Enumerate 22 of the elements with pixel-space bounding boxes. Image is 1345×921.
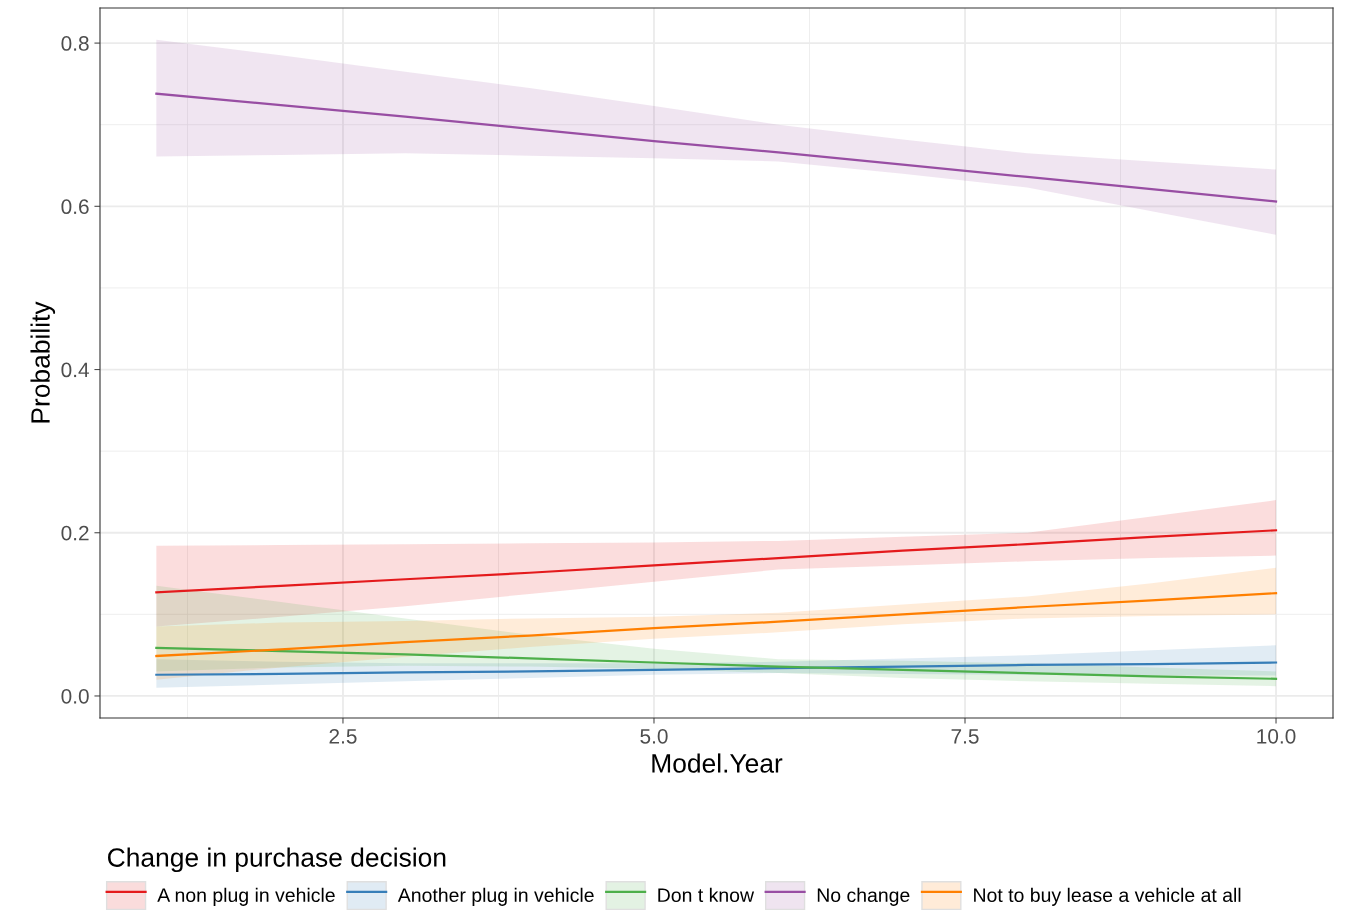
legend-label: A non plug in vehicle [157,887,335,906]
legend-label: Another plug in vehicle [397,887,594,906]
line-series [155,592,1278,658]
y-tick-label: 0.8 [61,36,89,51]
legend-title: Change in purchase decision [108,847,446,873]
x-tick-label: 5.0 [640,728,668,744]
x-tick-label: 7.5 [951,729,979,744]
y-tick-label: 0.4 [61,362,89,378]
line-series [155,646,1278,680]
line-series [155,529,1278,594]
x-tick-label: 10.0 [1257,728,1296,744]
y-tick-label: 0.0 [61,688,89,704]
legend-label: Not to buy lease a vehicle at all [974,887,1241,906]
legend-label: Don t know [658,887,755,903]
y-axis-title: Probability [30,301,56,423]
legend-label: No change [817,887,910,906]
x-axis-title: Model.Year [652,753,783,773]
y-tick-label: 0.6 [61,199,89,215]
x-tick-label: 2.5 [329,728,357,744]
line-series [155,92,1278,203]
y-tick-label: 0.2 [61,525,89,541]
line-series [155,661,1278,676]
